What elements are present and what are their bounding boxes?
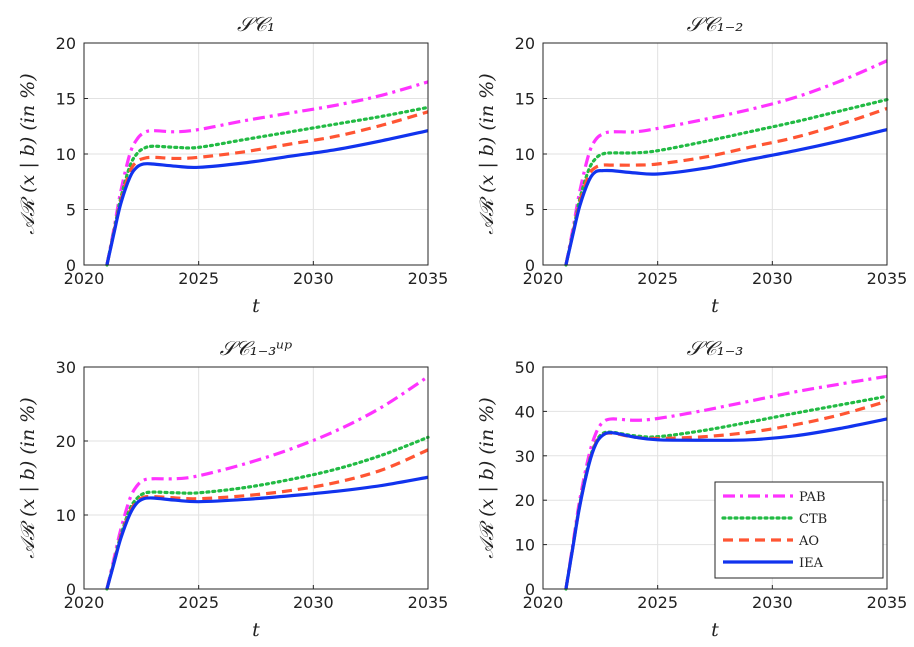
x-axis-label: t xyxy=(711,295,719,317)
legend-label-pab: PAB xyxy=(799,490,826,505)
x-tick-label: 2020 xyxy=(523,269,564,288)
x-axis-label: t xyxy=(711,619,719,641)
y-tick-label: 0 xyxy=(525,580,535,599)
axes-box xyxy=(542,366,888,590)
legend-label-ao: AO xyxy=(798,534,819,549)
x-tick-label: 2030 xyxy=(293,269,334,288)
legend-label-iea: IEA xyxy=(799,556,824,571)
y-tick-label: 15 xyxy=(515,90,535,109)
y-tick-label: 20 xyxy=(515,491,535,510)
chart-title: 𝒮𝒞₁ xyxy=(237,12,275,36)
series-line-iea xyxy=(105,475,429,590)
series-line-pab xyxy=(105,375,429,590)
y-tick-label: 30 xyxy=(56,358,76,377)
chart-title: 𝒮𝒞₁₋₂ xyxy=(687,12,744,36)
x-tick-label: 2025 xyxy=(178,269,219,288)
chart-title: 𝒮𝒞₁₋₃ xyxy=(687,336,744,360)
y-axis-label: 𝒜ℛ (x | b) (in %) xyxy=(476,73,498,234)
chart-panel-1: 2020 2025 2030 2035 0 5 10 15 20 𝒮𝒞₁ t 𝒜ℛ (x | b) (… xyxy=(17,12,448,317)
x-tick-label: 2025 xyxy=(637,593,678,612)
y-tick-label: 20 xyxy=(56,432,76,451)
y-tick-label: 0 xyxy=(66,580,76,599)
y-axis-label: 𝒜ℛ (x | b) (in %) xyxy=(17,397,39,558)
x-tick-label: 2035 xyxy=(408,593,449,612)
y-tick-label: 10 xyxy=(56,506,76,525)
x-tick-label: 2030 xyxy=(752,269,793,288)
y-tick-label: 50 xyxy=(515,358,535,377)
y-tick-label: 10 xyxy=(515,145,535,164)
x-tick-label: 2025 xyxy=(178,593,219,612)
chart-title: 𝒮𝒞₁₋₃ᵘᵖ xyxy=(220,336,293,360)
x-tick-label: 2020 xyxy=(64,593,105,612)
series-line-iea xyxy=(564,417,888,590)
y-tick-label: 5 xyxy=(525,201,535,220)
x-tick-label: 2035 xyxy=(867,593,908,612)
x-axis-label: t xyxy=(252,619,260,641)
x-tick-label: 2035 xyxy=(408,269,449,288)
y-tick-label: 20 xyxy=(56,34,76,53)
y-tick-label: 0 xyxy=(66,256,76,275)
x-tick-label: 2020 xyxy=(523,593,564,612)
y-tick-label: 20 xyxy=(515,34,535,53)
x-tick-label: 2020 xyxy=(64,269,105,288)
x-tick-label: 2030 xyxy=(293,593,334,612)
x-tick-label: 2025 xyxy=(637,269,678,288)
series-line-pab xyxy=(105,80,429,266)
series-line-iea xyxy=(564,128,888,266)
x-tick-label: 2030 xyxy=(752,593,793,612)
series-line-iea xyxy=(105,129,429,266)
y-axis-label: 𝒜ℛ (x | b) (in %) xyxy=(476,397,498,558)
series-line-ctb xyxy=(564,98,889,267)
y-tick-label: 0 xyxy=(525,256,535,275)
x-tick-label: 2035 xyxy=(867,269,908,288)
y-tick-label: 40 xyxy=(515,402,535,421)
chart-panel-2: 2020 2025 2030 2035 0 5 10 15 20 𝒮𝒞₁₋₂ t 𝒜ℛ (x | b)… xyxy=(476,12,907,317)
legend-label-ctb: CTB xyxy=(799,512,827,527)
y-tick-label: 15 xyxy=(56,90,76,109)
x-axis-label: t xyxy=(252,295,260,317)
y-tick-label: 30 xyxy=(515,447,535,466)
y-tick-label: 5 xyxy=(66,201,76,220)
y-tick-label: 10 xyxy=(515,536,535,555)
legend: PAB CTB AO IEA xyxy=(714,481,884,579)
y-tick-label: 10 xyxy=(56,145,76,164)
series-line-pab xyxy=(564,59,888,266)
plot-area xyxy=(84,367,428,589)
y-axis-label: 𝒜ℛ (x | b) (in %) xyxy=(17,73,39,234)
axes-box xyxy=(83,366,429,590)
